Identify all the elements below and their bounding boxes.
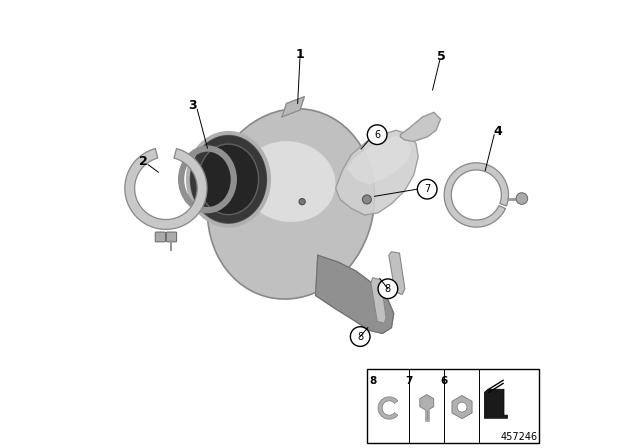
Text: 1: 1 [296,48,304,61]
Circle shape [362,195,371,204]
Polygon shape [444,163,508,227]
Text: 4: 4 [493,125,502,138]
Polygon shape [125,149,207,229]
Polygon shape [282,97,305,117]
Circle shape [378,279,397,298]
Ellipse shape [242,141,335,222]
Text: 3: 3 [188,99,197,112]
Text: 7: 7 [424,184,430,194]
Circle shape [299,198,305,205]
Circle shape [350,327,370,346]
Text: 7: 7 [406,376,413,386]
Polygon shape [335,130,419,215]
Ellipse shape [207,109,374,299]
Text: 8: 8 [357,332,364,341]
Polygon shape [388,252,405,295]
Circle shape [457,402,467,412]
Text: 5: 5 [437,50,446,63]
Ellipse shape [198,144,259,215]
FancyBboxPatch shape [367,369,539,443]
Circle shape [516,193,527,204]
Text: 8: 8 [369,376,376,386]
FancyBboxPatch shape [156,232,166,242]
Polygon shape [316,255,394,333]
Text: 457246: 457246 [501,432,538,442]
Text: 8: 8 [385,284,391,294]
Text: 6: 6 [440,376,448,386]
Text: 2: 2 [140,155,148,168]
Text: 6: 6 [374,129,380,140]
Ellipse shape [189,135,268,224]
Polygon shape [371,278,386,323]
Circle shape [367,125,387,145]
Polygon shape [484,389,508,418]
FancyBboxPatch shape [166,232,177,242]
Circle shape [417,179,437,199]
Polygon shape [347,136,412,185]
Polygon shape [401,112,440,142]
Polygon shape [378,397,398,419]
